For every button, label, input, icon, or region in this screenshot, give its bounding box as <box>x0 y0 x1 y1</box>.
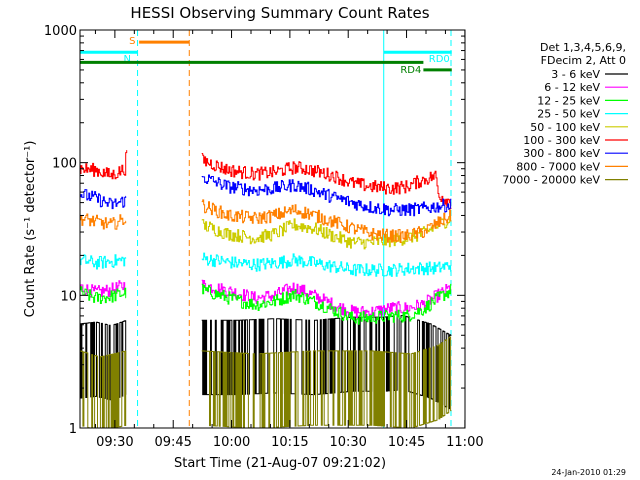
series-5 <box>201 216 452 250</box>
series-6-segment-2 <box>201 153 452 209</box>
y-axis-label: Count Rate (s⁻¹ detector⁻¹) <box>23 141 38 318</box>
series-5-segment-1 <box>201 216 452 250</box>
legend-entry-label: 800 - 7000 keV <box>516 160 600 173</box>
series-3-segment-1 <box>80 286 127 304</box>
legend-entry-label: 25 - 50 keV <box>537 108 600 121</box>
y-axis-ticks: 1 10 100 1000 <box>44 24 465 437</box>
legend-entry-label: 6 - 12 keV <box>544 81 600 94</box>
plot-frame <box>79 29 466 429</box>
y-tick-label: 100 <box>52 157 77 172</box>
x-tick-label: 09:45 <box>154 435 191 450</box>
legend-entry-label: 3 - 6 keV <box>551 68 600 81</box>
series-9 <box>80 336 452 429</box>
series-6-segment-1 <box>80 150 128 180</box>
series-9-segment-1 <box>80 350 127 429</box>
legend-header-line-1: Det 1,3,4,5,6,9, <box>540 41 626 54</box>
y-tick-label: 10 <box>60 289 77 304</box>
series-7-segment-2 <box>201 174 452 217</box>
series-8-segment-1 <box>80 213 127 230</box>
series-2-segment-1 <box>80 280 127 298</box>
x-axis-label: Start Time (21-Aug-07 09:21:02) <box>174 456 386 471</box>
flag-label-rd0: RD0 <box>429 54 450 65</box>
chart-title: HESSI Observing Summary Count Rates <box>130 4 429 22</box>
legend-header-line-2: FDecim 2, Att 0 <box>541 54 626 67</box>
series-9-segment-2 <box>201 336 452 429</box>
x-tick-label: 10:45 <box>388 435 425 450</box>
legend-entry-label: 100 - 300 keV <box>523 134 600 147</box>
series-2 <box>80 279 452 319</box>
series-3-segment-2 <box>201 283 452 325</box>
legend-entry-label: 300 - 800 keV <box>523 147 600 160</box>
x-tick-label: 09:30 <box>96 435 133 450</box>
legend-entry-label: 50 - 100 keV <box>530 121 600 134</box>
y-tick-label: 1000 <box>44 24 77 39</box>
plot-area: SN RD0 RD4 <box>80 30 452 429</box>
series-8-segment-2 <box>201 199 452 243</box>
x-tick-label: 11:00 <box>446 435 483 450</box>
series-3 <box>80 283 452 325</box>
series-8 <box>80 199 452 243</box>
flag-label-n: N <box>124 54 131 65</box>
x-axis-ticks: 09:30 09:45 10:00 10:15 10:30 10:45 11:00 <box>94 30 484 450</box>
footer-timestamp: 24-Jan-2010 01:29 <box>551 468 626 477</box>
series-4 <box>80 252 452 277</box>
flag-label-s: S <box>129 36 135 47</box>
legend: Det 1,3,4,5,6,9, FDecim 2, Att 0 3 - 6 k… <box>502 41 628 187</box>
series-7-segment-1 <box>80 189 127 210</box>
x-tick-label: 10:15 <box>271 435 308 450</box>
legend-entry-label: 7000 - 20000 keV <box>502 174 600 187</box>
series-6 <box>80 150 452 209</box>
series-4-segment-1 <box>80 254 127 270</box>
flag-label-rd4: RD4 <box>400 65 421 76</box>
series-7 <box>80 174 452 217</box>
series-4-segment-2 <box>201 252 452 277</box>
x-tick-label: 10:30 <box>329 435 366 450</box>
y-tick-label: 1 <box>69 422 77 437</box>
legend-entry-label: 12 - 25 keV <box>537 94 600 107</box>
x-tick-label: 10:00 <box>213 435 250 450</box>
series-2-segment-2 <box>201 279 452 319</box>
